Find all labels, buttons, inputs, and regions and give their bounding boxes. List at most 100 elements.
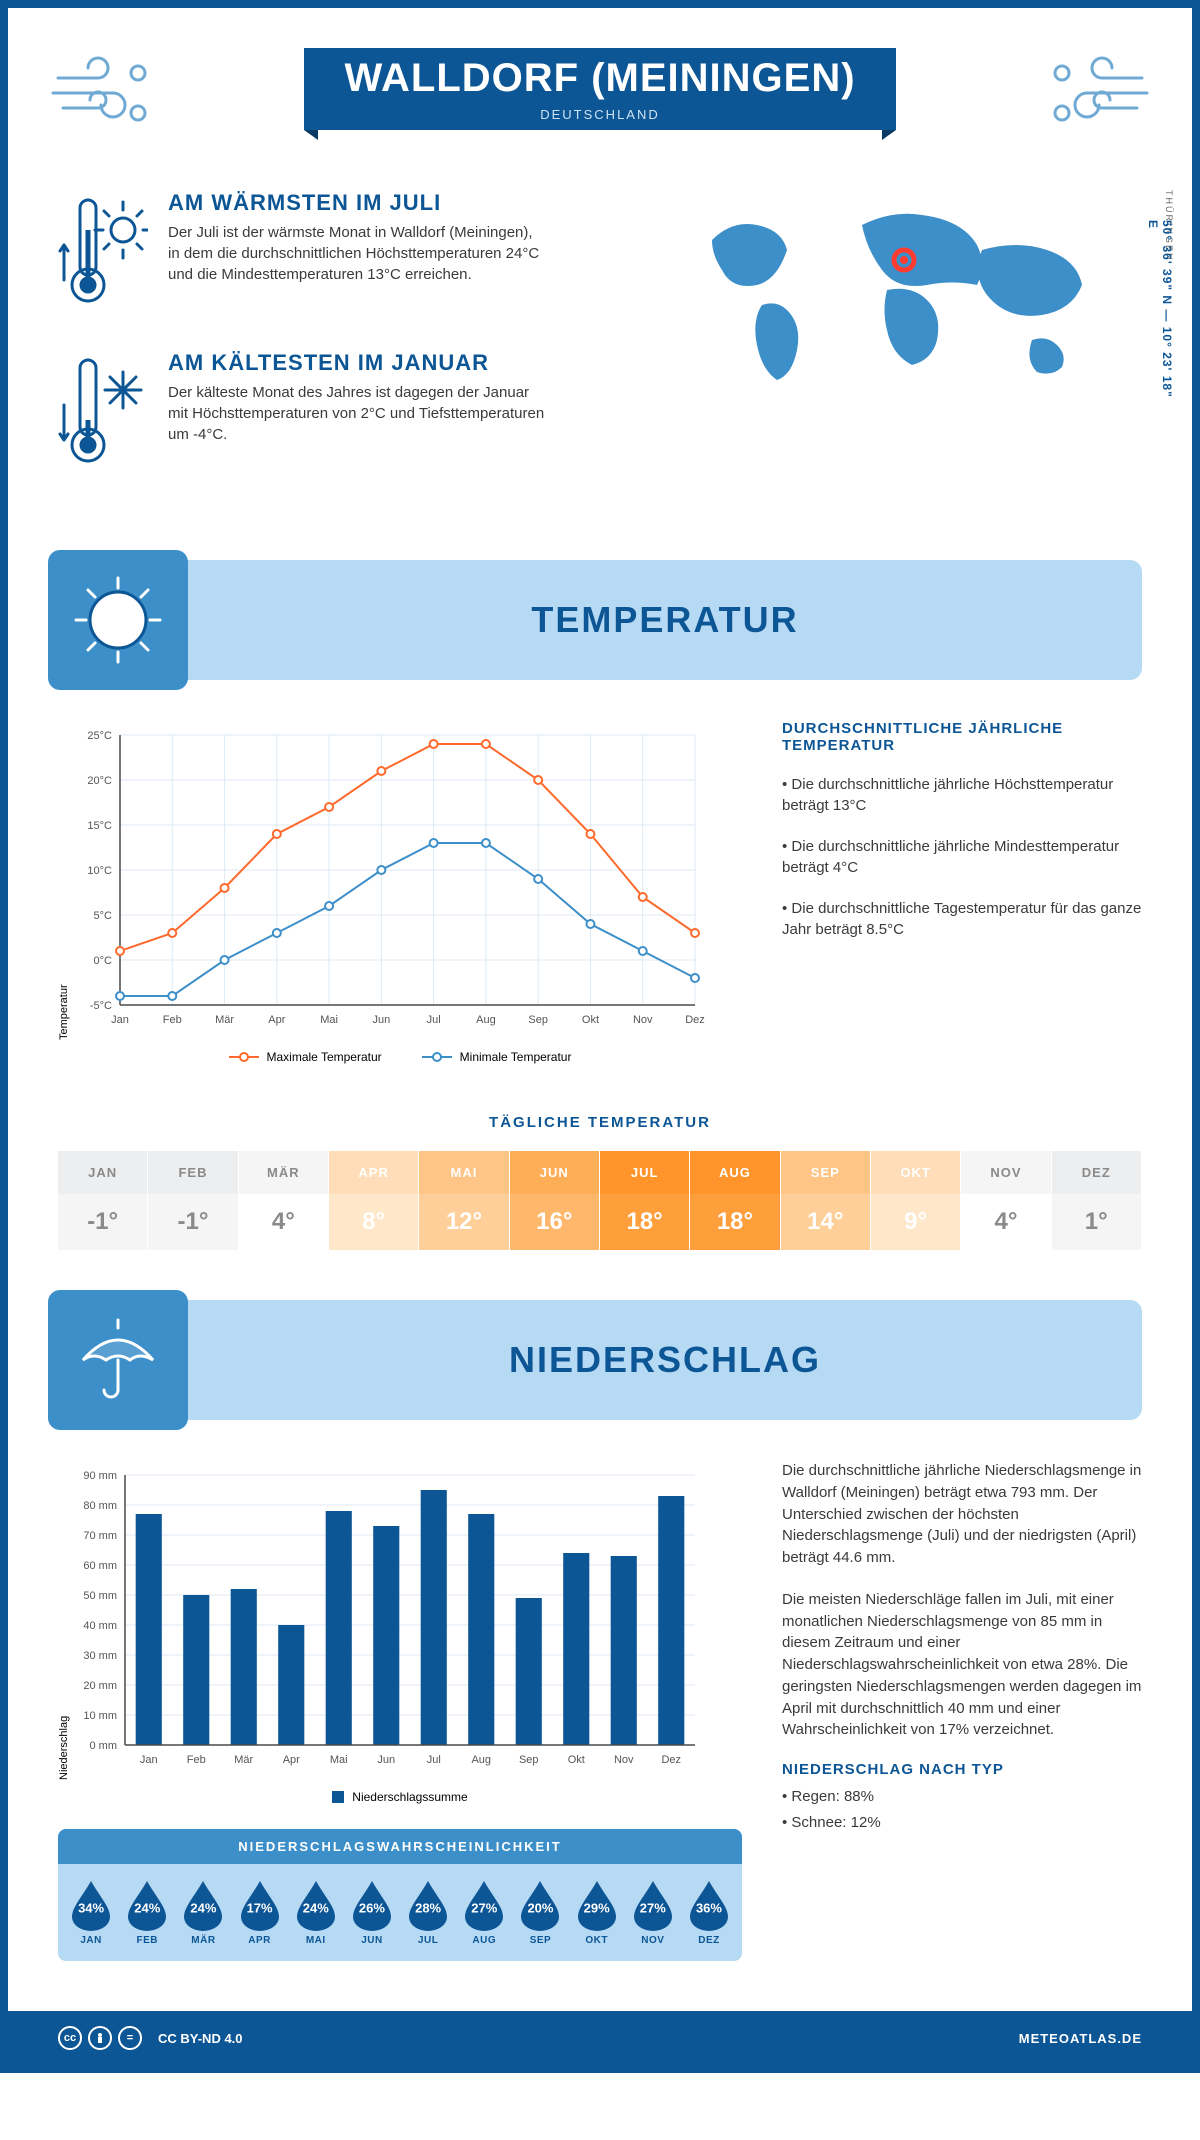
svg-text:Feb: Feb	[187, 1754, 206, 1766]
prob-item: 24%FEB	[119, 1879, 175, 1946]
prob-item: 27%NOV	[625, 1879, 681, 1946]
temperature-section-header: TEMPERATUR	[58, 560, 1142, 680]
svg-text:5°C: 5°C	[94, 910, 113, 922]
precip-p2: Die meisten Niederschläge fallen im Juli…	[782, 1589, 1142, 1741]
precip-probability-box: NIEDERSCHLAGSWAHRSCHEINLICHKEIT 34%JAN24…	[58, 1829, 742, 1961]
svg-text:0 mm: 0 mm	[90, 1740, 118, 1752]
temp-side-heading: DURCHSCHNITTLICHE JÄHRLICHE TEMPERATUR	[782, 720, 1142, 754]
site-name: METEOATLAS.DE	[1019, 2031, 1142, 2046]
svg-text:80 mm: 80 mm	[83, 1500, 117, 1512]
warm-title: AM WÄRMSTEN IM JULI	[168, 190, 548, 216]
svg-text:Jul: Jul	[427, 1014, 441, 1026]
temp-table-col: MÄR4°	[239, 1151, 329, 1250]
temp-table-col: DEZ1°	[1052, 1151, 1142, 1250]
temp-table-col: JAN-1°	[58, 1151, 148, 1250]
precip-title: NIEDERSCHLAG	[188, 1339, 1142, 1381]
temp-bullet-3: • Die durchschnittliche Tagestemperatur …	[782, 898, 1142, 940]
coords-label: 50° 36' 39" N — 10° 23' 18" E	[1146, 220, 1174, 410]
svg-text:Nov: Nov	[614, 1754, 634, 1766]
temp-table-col: JUN16°	[510, 1151, 600, 1250]
prob-item: 26%JUN	[344, 1879, 400, 1946]
prob-item: 36%DEZ	[681, 1879, 737, 1946]
temp-y-label: Temperatur	[58, 720, 70, 1040]
temp-table-col: SEP14°	[781, 1151, 871, 1250]
svg-text:Jan: Jan	[140, 1754, 158, 1766]
svg-text:40 mm: 40 mm	[83, 1620, 117, 1632]
svg-text:Mai: Mai	[330, 1754, 348, 1766]
svg-text:0°C: 0°C	[94, 955, 113, 967]
precip-legend: Niederschlagssumme	[58, 1790, 742, 1804]
svg-text:20°C: 20°C	[87, 775, 112, 787]
nd-icon: =	[118, 2026, 142, 2050]
wind-icon	[1042, 48, 1152, 138]
svg-text:Okt: Okt	[582, 1014, 599, 1026]
thermometer-snow-icon	[58, 350, 148, 470]
svg-text:Dez: Dez	[685, 1014, 705, 1026]
header: WALLDORF (MEININGEN) DEUTSCHLAND	[58, 8, 1142, 130]
cc-icon: cc	[58, 2026, 82, 2050]
temp-table-col: FEB-1°	[148, 1151, 238, 1250]
legend-min: Minimale Temperatur	[460, 1050, 572, 1064]
precip-type-2: • Schnee: 12%	[782, 1812, 1142, 1834]
subtitle: DEUTSCHLAND	[344, 107, 855, 122]
svg-text:20 mm: 20 mm	[83, 1680, 117, 1692]
svg-text:50 mm: 50 mm	[83, 1590, 117, 1602]
svg-text:Sep: Sep	[528, 1014, 548, 1026]
wind-icon	[48, 48, 158, 138]
temp-table-col: AUG18°	[690, 1151, 780, 1250]
sun-icon	[48, 550, 188, 690]
warm-text: Der Juli ist der wärmste Monat in Walldo…	[168, 222, 548, 285]
svg-text:Mär: Mär	[215, 1014, 234, 1026]
precip-y-label: Niederschlag	[58, 1460, 70, 1780]
temp-table-col: NOV4°	[961, 1151, 1051, 1250]
svg-text:Mär: Mär	[234, 1754, 253, 1766]
precip-type-heading: NIEDERSCHLAG NACH TYP	[782, 1761, 1142, 1778]
svg-text:15°C: 15°C	[87, 820, 112, 832]
precip-p1: Die durchschnittliche jährliche Niedersc…	[782, 1460, 1142, 1569]
precip-type-1: • Regen: 88%	[782, 1786, 1142, 1808]
prob-item: 17%APR	[232, 1879, 288, 1946]
footer: cc = CC BY-ND 4.0 METEOATLAS.DE	[8, 2011, 1192, 2065]
temp-bullet-2: • Die durchschnittliche jährliche Mindes…	[782, 836, 1142, 878]
svg-text:Feb: Feb	[163, 1014, 182, 1026]
svg-text:-5°C: -5°C	[90, 1000, 112, 1012]
prob-item: 20%SEP	[512, 1879, 568, 1946]
daily-temp-table: JAN-1°FEB-1°MÄR4°APR8°MAI12°JUN16°JUL18°…	[58, 1151, 1142, 1250]
temperature-legend: Maximale Temperatur Minimale Temperatur	[58, 1050, 742, 1064]
svg-text:Jan: Jan	[111, 1014, 129, 1026]
svg-text:Nov: Nov	[633, 1014, 653, 1026]
svg-text:30 mm: 30 mm	[83, 1650, 117, 1662]
svg-text:Jul: Jul	[427, 1754, 441, 1766]
svg-text:Apr: Apr	[268, 1014, 285, 1026]
cold-text: Der kälteste Monat des Jahres ist dagege…	[168, 382, 548, 445]
daily-temperature: TÄGLICHE TEMPERATUR JAN-1°FEB-1°MÄR4°APR…	[58, 1114, 1142, 1250]
cold-title: AM KÄLTESTEN IM JANUAR	[168, 350, 548, 376]
warmest-block: AM WÄRMSTEN IM JULI Der Juli ist der wär…	[58, 190, 652, 310]
svg-text:Aug: Aug	[471, 1754, 491, 1766]
page-title: WALLDORF (MEININGEN)	[344, 56, 855, 101]
svg-text:Jun: Jun	[372, 1014, 390, 1026]
svg-text:70 mm: 70 mm	[83, 1530, 117, 1542]
prob-item: 28%JUL	[400, 1879, 456, 1946]
svg-text:Apr: Apr	[283, 1754, 300, 1766]
svg-text:Okt: Okt	[568, 1754, 585, 1766]
precipitation-chart: 0 mm10 mm20 mm30 mm40 mm50 mm60 mm70 mm8…	[70, 1460, 710, 1780]
prob-title: NIEDERSCHLAGSWAHRSCHEINLICHKEIT	[58, 1829, 742, 1864]
temp-table-col: MAI12°	[419, 1151, 509, 1250]
svg-text:Sep: Sep	[519, 1754, 539, 1766]
svg-text:Aug: Aug	[476, 1014, 496, 1026]
temperature-content: Temperatur -5°C0°C5°C10°C15°C20°C25°CJan…	[58, 720, 1142, 1064]
temperature-chart: -5°C0°C5°C10°C15°C20°C25°CJanFebMärAprMa…	[70, 720, 710, 1040]
svg-text:90 mm: 90 mm	[83, 1470, 117, 1482]
prob-item: 34%JAN	[63, 1879, 119, 1946]
temp-table-col: OKT9°	[871, 1151, 961, 1250]
thermometer-sun-icon	[58, 190, 148, 310]
prob-item: 24%MÄR	[175, 1879, 231, 1946]
svg-text:60 mm: 60 mm	[83, 1560, 117, 1572]
title-banner: WALLDORF (MEININGEN) DEUTSCHLAND	[304, 48, 895, 130]
legend-max: Maximale Temperatur	[267, 1050, 382, 1064]
temp-bullet-1: • Die durchschnittliche jährliche Höchst…	[782, 774, 1142, 816]
prob-item: 29%OKT	[569, 1879, 625, 1946]
precip-legend-label: Niederschlagssumme	[352, 1790, 467, 1804]
daily-temp-title: TÄGLICHE TEMPERATUR	[58, 1114, 1142, 1131]
